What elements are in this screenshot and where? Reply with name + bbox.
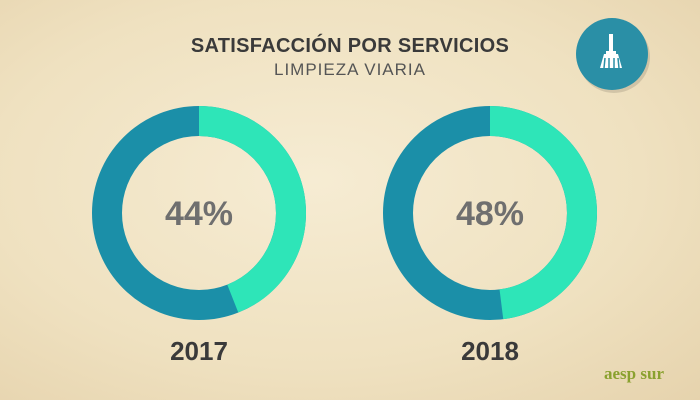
donut-year-label: 2017: [170, 336, 228, 366]
donut-slice-satisfaction: [92, 106, 306, 320]
donut-slice-satisfaction: [383, 106, 597, 320]
chart-subtitle: LIMPIEZA VIARIA: [274, 60, 426, 79]
donut-value-label: 44%: [165, 195, 233, 233]
donut-year-label: 2018: [461, 336, 519, 366]
aespsur-logo: aesp sur: [604, 364, 664, 383]
broom-icon: [576, 18, 648, 90]
chart-title: SATISFACCIÓN POR SERVICIOS: [190, 35, 510, 57]
donut-value-label: 48%: [456, 195, 524, 233]
